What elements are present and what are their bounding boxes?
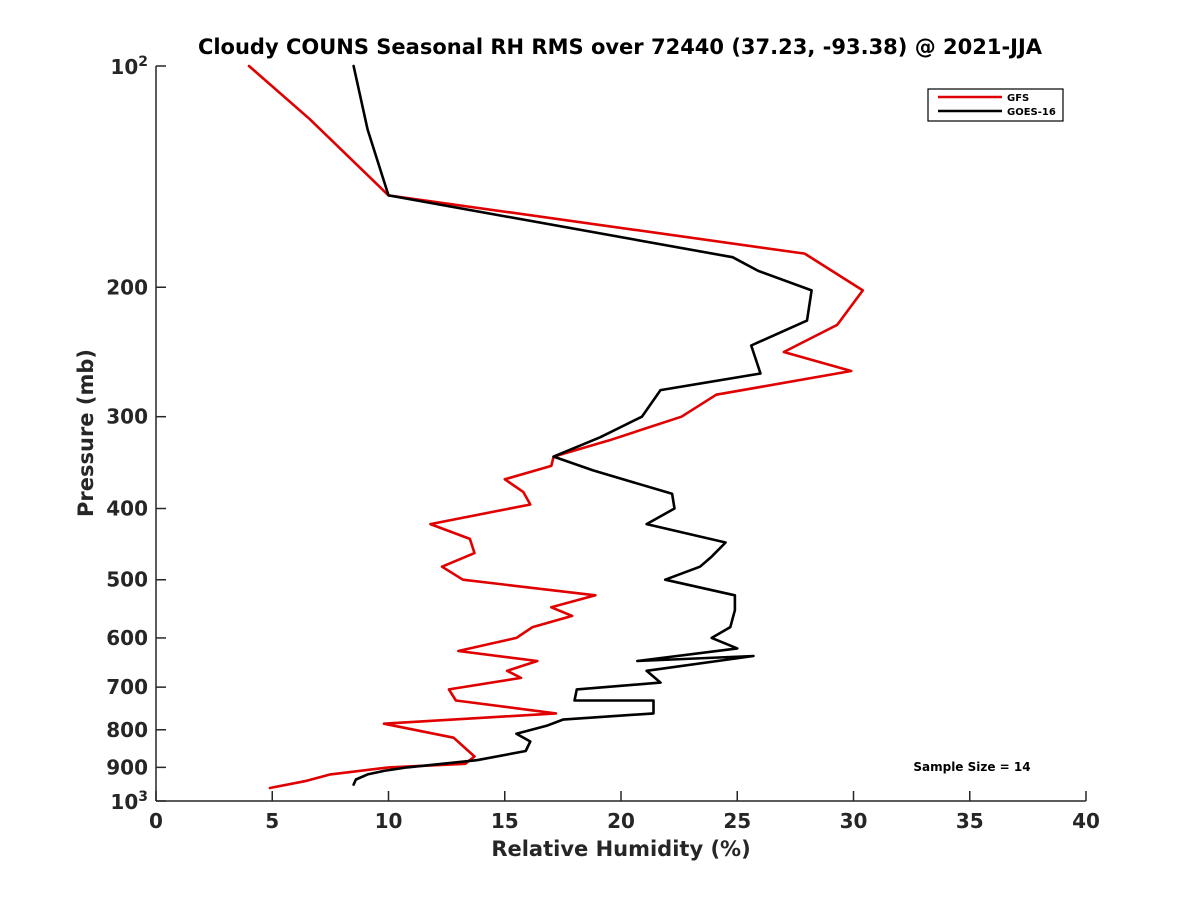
y-axis-ticks: 102 200 300 400 500 600 700 800 900 103 (106, 54, 166, 814)
series-line-goes-16 (352, 64, 813, 786)
y-tick-label: 800 (106, 718, 148, 742)
x-tick-label: 35 (956, 809, 984, 833)
y-tick-label: 102 (110, 54, 148, 79)
x-tick-label: 0 (149, 809, 163, 833)
x-tick-label: 10 (375, 809, 403, 833)
x-axis-ticks: 0 5 10 15 20 25 30 35 40 (149, 791, 1100, 833)
x-tick-label: 40 (1072, 809, 1100, 833)
y-tick-label: 200 (106, 275, 148, 299)
legend-label-goes16: GOES-16 (1007, 107, 1056, 118)
y-tick-label: 600 (106, 626, 148, 650)
y-tick-label: 400 (106, 497, 148, 521)
x-tick-label: 30 (840, 809, 868, 833)
y-tick-label: 500 (106, 568, 148, 592)
x-tick-label: 5 (265, 809, 279, 833)
y-tick-label: 900 (106, 755, 148, 779)
x-tick-label: 15 (491, 809, 519, 833)
y-tick-label: 700 (106, 675, 148, 699)
legend-label-gfs: GFS (1007, 93, 1029, 104)
x-axis-label: Relative Humidity (%) (491, 837, 750, 861)
series-line-gfs (247, 64, 865, 790)
x-tick-label: 25 (723, 809, 751, 833)
chart-title: Cloudy COUNS Seasonal RH RMS over 72440 … (198, 35, 1043, 59)
y-tick-label: 103 (110, 789, 148, 814)
legend-box (927, 88, 1064, 122)
series-layer (247, 64, 865, 790)
sample-size-annotation: Sample Size = 14 (913, 760, 1030, 774)
y-axis-label: Pressure (mb) (74, 349, 98, 517)
y-tick-label: 300 (106, 405, 148, 429)
x-tick-label: 20 (607, 809, 635, 833)
legend: GFS GOES-16 (927, 88, 1064, 122)
plot-area (156, 66, 1086, 801)
